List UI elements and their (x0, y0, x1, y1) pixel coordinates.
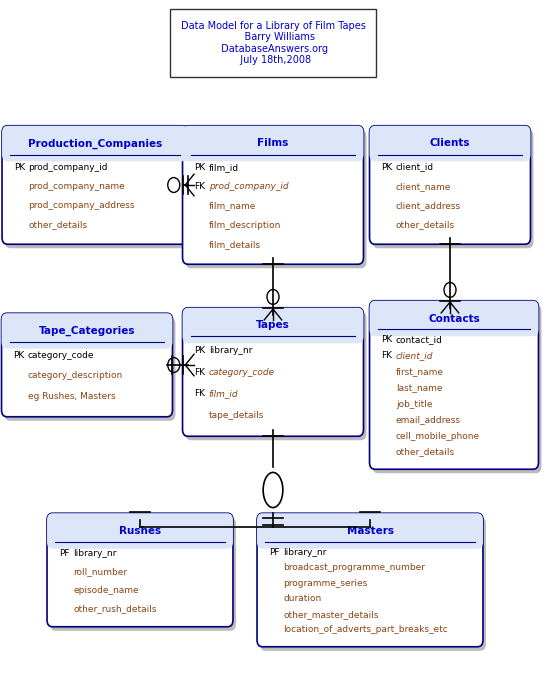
Text: prod_company_address: prod_company_address (28, 201, 135, 210)
Text: last_name: last_name (396, 383, 443, 393)
FancyBboxPatch shape (183, 308, 363, 436)
Text: episode_name: episode_name (73, 585, 139, 595)
Text: eg Rushes, Masters: eg Rushes, Masters (28, 392, 115, 401)
Text: prod_company_id: prod_company_id (209, 182, 288, 191)
FancyBboxPatch shape (4, 317, 176, 420)
Text: film_id: film_id (209, 389, 238, 398)
Text: PK: PK (382, 162, 393, 172)
FancyBboxPatch shape (185, 130, 366, 268)
Text: FK: FK (195, 182, 206, 191)
FancyBboxPatch shape (185, 312, 366, 440)
FancyBboxPatch shape (370, 126, 531, 244)
Text: category_description: category_description (28, 372, 123, 381)
Text: prod_company_id: prod_company_id (28, 162, 108, 172)
FancyBboxPatch shape (183, 126, 363, 162)
FancyBboxPatch shape (373, 305, 542, 473)
FancyBboxPatch shape (2, 126, 188, 244)
Text: Masters: Masters (346, 526, 393, 536)
Text: other_details: other_details (396, 448, 455, 456)
Text: library_nr: library_nr (209, 346, 252, 355)
Text: PF: PF (269, 548, 280, 556)
Text: first_name: first_name (396, 368, 444, 377)
FancyBboxPatch shape (370, 301, 538, 469)
Text: film_details: film_details (209, 241, 261, 249)
FancyBboxPatch shape (50, 517, 236, 631)
Text: PF: PF (59, 550, 69, 558)
Text: client_name: client_name (396, 182, 451, 191)
Text: job_title: job_title (396, 400, 432, 408)
FancyBboxPatch shape (370, 301, 538, 336)
FancyBboxPatch shape (183, 308, 363, 343)
FancyBboxPatch shape (47, 513, 233, 627)
Text: client_address: client_address (396, 201, 461, 210)
Text: film_name: film_name (209, 201, 256, 210)
Text: broadcast_programme_number: broadcast_programme_number (283, 563, 425, 572)
Text: PK: PK (14, 351, 25, 360)
FancyBboxPatch shape (257, 513, 483, 647)
FancyBboxPatch shape (47, 513, 233, 549)
Text: prod_company_name: prod_company_name (28, 182, 125, 191)
FancyBboxPatch shape (2, 313, 172, 349)
Text: programme_series: programme_series (283, 579, 368, 587)
FancyBboxPatch shape (183, 126, 363, 264)
FancyBboxPatch shape (373, 130, 533, 248)
Text: other_master_details: other_master_details (283, 610, 379, 619)
FancyBboxPatch shape (2, 313, 172, 417)
Text: roll_number: roll_number (73, 567, 127, 577)
Text: library_nr: library_nr (283, 548, 327, 556)
FancyBboxPatch shape (370, 126, 531, 162)
Text: film_id: film_id (209, 163, 239, 172)
Text: Tape_Categories: Tape_Categories (39, 326, 135, 336)
Text: Rushes: Rushes (119, 526, 161, 536)
FancyBboxPatch shape (257, 513, 483, 549)
Text: Contacts: Contacts (428, 314, 480, 324)
Text: tape_details: tape_details (209, 411, 264, 420)
Text: film_description: film_description (209, 221, 281, 230)
FancyBboxPatch shape (5, 130, 191, 248)
Text: Clients: Clients (430, 139, 470, 149)
Text: other_details: other_details (28, 220, 88, 229)
Text: Tapes: Tapes (256, 320, 290, 331)
Text: cell_mobile_phone: cell_mobile_phone (396, 431, 480, 441)
Text: contact_id: contact_id (396, 335, 443, 344)
FancyBboxPatch shape (2, 126, 188, 162)
Text: PK: PK (14, 162, 25, 172)
Text: client_id: client_id (396, 162, 434, 172)
Text: client_id: client_id (396, 352, 433, 360)
Text: other_details: other_details (396, 220, 455, 229)
Text: FK: FK (195, 368, 206, 377)
Text: PK: PK (195, 346, 206, 355)
Text: library_nr: library_nr (73, 550, 117, 558)
Text: category_code: category_code (28, 351, 94, 360)
Text: PK: PK (382, 335, 393, 344)
Text: FK: FK (195, 389, 206, 398)
Text: duration: duration (283, 594, 322, 603)
Text: PK: PK (195, 163, 206, 172)
Text: email_address: email_address (396, 416, 461, 425)
Text: Production_Companies: Production_Companies (28, 139, 162, 149)
Text: other_rush_details: other_rush_details (73, 604, 157, 612)
FancyBboxPatch shape (260, 517, 486, 651)
Text: location_of_adverts_part_breaks_etc: location_of_adverts_part_breaks_etc (283, 625, 448, 634)
FancyBboxPatch shape (170, 9, 376, 77)
Text: category_code: category_code (209, 368, 275, 377)
Text: Data Model for a Library of Film Tapes
    Barry Williams
 DatabaseAnswers.org
 : Data Model for a Library of Film Tapes B… (181, 20, 365, 66)
Text: Films: Films (257, 139, 289, 149)
Text: FK: FK (382, 352, 393, 360)
